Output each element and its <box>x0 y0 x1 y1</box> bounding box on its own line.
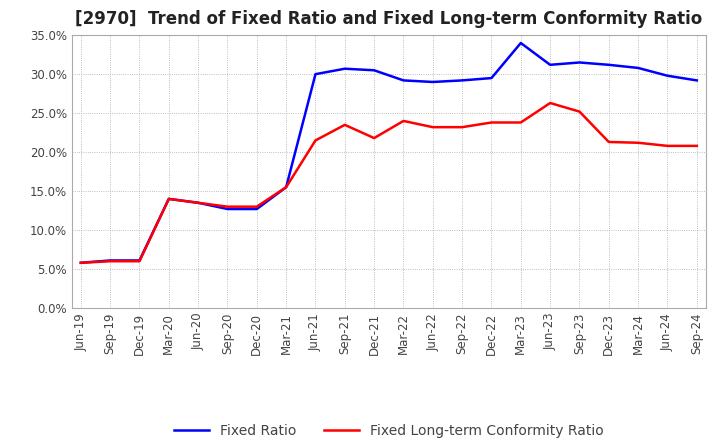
Fixed Ratio <box>575 60 584 65</box>
Fixed Long-term Conformity Ratio <box>106 259 114 264</box>
Fixed Long-term Conformity Ratio <box>223 204 232 209</box>
Fixed Long-term Conformity Ratio <box>164 196 173 202</box>
Line: Fixed Long-term Conformity Ratio: Fixed Long-term Conformity Ratio <box>81 103 697 263</box>
Fixed Long-term Conformity Ratio <box>76 260 85 265</box>
Fixed Long-term Conformity Ratio <box>516 120 525 125</box>
Fixed Ratio <box>634 65 642 70</box>
Fixed Ratio <box>546 62 554 67</box>
Fixed Ratio <box>693 78 701 83</box>
Fixed Ratio <box>76 260 85 265</box>
Title: [2970]  Trend of Fixed Ratio and Fixed Long-term Conformity Ratio: [2970] Trend of Fixed Ratio and Fixed Lo… <box>75 10 703 28</box>
Fixed Ratio <box>487 75 496 81</box>
Fixed Ratio <box>282 184 290 190</box>
Fixed Ratio <box>399 78 408 83</box>
Fixed Long-term Conformity Ratio <box>311 138 320 143</box>
Fixed Long-term Conformity Ratio <box>253 204 261 209</box>
Fixed Long-term Conformity Ratio <box>341 122 349 128</box>
Fixed Ratio <box>253 206 261 212</box>
Fixed Long-term Conformity Ratio <box>575 109 584 114</box>
Fixed Long-term Conformity Ratio <box>282 184 290 190</box>
Fixed Long-term Conformity Ratio <box>399 118 408 124</box>
Legend: Fixed Ratio, Fixed Long-term Conformity Ratio: Fixed Ratio, Fixed Long-term Conformity … <box>168 418 609 440</box>
Fixed Ratio <box>106 258 114 263</box>
Fixed Ratio <box>311 72 320 77</box>
Fixed Ratio <box>164 196 173 202</box>
Fixed Long-term Conformity Ratio <box>487 120 496 125</box>
Line: Fixed Ratio: Fixed Ratio <box>81 43 697 263</box>
Fixed Long-term Conformity Ratio <box>458 125 467 130</box>
Fixed Ratio <box>428 79 437 84</box>
Fixed Ratio <box>663 73 672 78</box>
Fixed Long-term Conformity Ratio <box>634 140 642 145</box>
Fixed Long-term Conformity Ratio <box>605 139 613 145</box>
Fixed Long-term Conformity Ratio <box>194 200 202 205</box>
Fixed Long-term Conformity Ratio <box>693 143 701 149</box>
Fixed Ratio <box>370 68 379 73</box>
Fixed Long-term Conformity Ratio <box>663 143 672 149</box>
Fixed Ratio <box>223 206 232 212</box>
Fixed Ratio <box>516 40 525 46</box>
Fixed Ratio <box>194 200 202 205</box>
Fixed Long-term Conformity Ratio <box>370 136 379 141</box>
Fixed Long-term Conformity Ratio <box>428 125 437 130</box>
Fixed Ratio <box>341 66 349 71</box>
Fixed Long-term Conformity Ratio <box>135 259 144 264</box>
Fixed Ratio <box>135 258 144 263</box>
Fixed Ratio <box>458 78 467 83</box>
Fixed Long-term Conformity Ratio <box>546 100 554 106</box>
Fixed Ratio <box>605 62 613 67</box>
